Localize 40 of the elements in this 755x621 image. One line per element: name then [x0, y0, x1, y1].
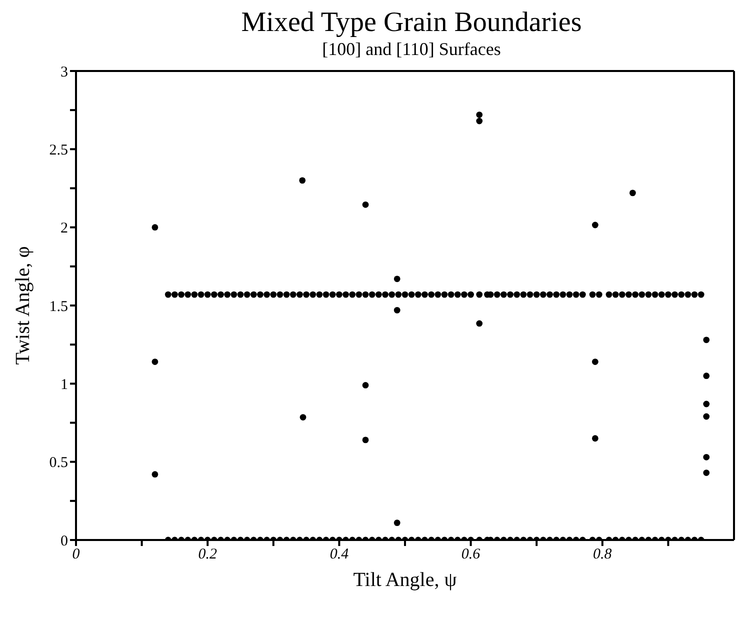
point: [394, 306, 400, 314]
point: [394, 276, 400, 282]
point: [362, 201, 369, 208]
y-tick-label: 1: [60, 376, 68, 393]
point: [300, 414, 306, 420]
point: [152, 224, 158, 231]
y-tick-label: 2.5: [49, 142, 68, 158]
point: [362, 436, 369, 444]
point: [703, 470, 710, 476]
x-axis-title: Tilt Angle, ψ: [353, 569, 458, 591]
point: [592, 435, 598, 442]
point: [394, 520, 400, 526]
point: [152, 471, 158, 478]
point: [592, 358, 598, 365]
x-tick-label: 0: [72, 546, 80, 563]
y-tick-label: 2: [60, 220, 68, 237]
y-tick-label: 3: [60, 64, 68, 80]
point: [476, 320, 483, 327]
point: [476, 112, 483, 118]
point: [703, 454, 710, 460]
x-tick-label: 0.2: [198, 546, 218, 563]
point: [703, 336, 710, 344]
point: [703, 413, 710, 420]
y-tick-label: 1.5: [49, 298, 68, 315]
point: [476, 118, 483, 124]
point: [592, 222, 598, 228]
point: [703, 372, 710, 380]
point: [299, 177, 306, 184]
point: [629, 190, 636, 196]
chart-title: Mixed Type Grain Boundaries: [240, 7, 583, 38]
x-tick-label: 0.4: [330, 546, 350, 563]
x-tick-label: 0.8: [593, 546, 612, 563]
y-tick-label: 0.5: [49, 455, 68, 472]
y-tick-label: 0: [60, 533, 68, 550]
y-axis-title: Twist Angle, φ: [12, 246, 34, 365]
point: [703, 400, 710, 408]
point: [152, 358, 158, 365]
point: [362, 382, 369, 388]
x-tick-label: 0.6: [461, 546, 481, 563]
chart-subtitle: [100] and [110] Surfaces: [321, 38, 502, 60]
